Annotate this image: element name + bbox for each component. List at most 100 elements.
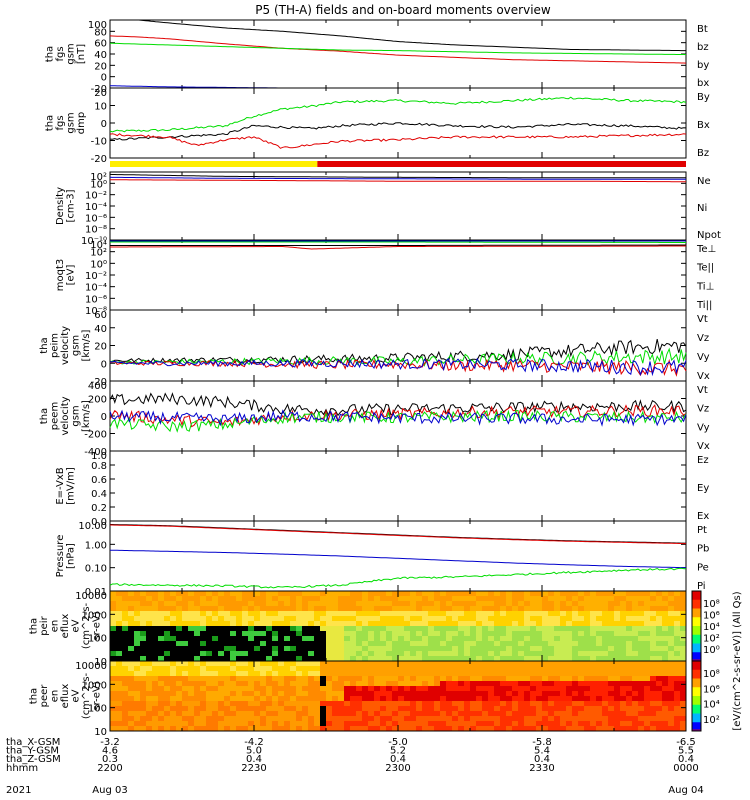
ephemeris-value-3-3: 2330 [529, 763, 554, 774]
pressure-legend-0: Pt [697, 525, 707, 536]
ephemeris-date-end: Aug 04 [668, 785, 703, 796]
peim_velocity-line-Vz [109, 358, 687, 377]
efield-legend-1: Ey [697, 483, 709, 494]
ephemeris-value-3-4: 0000 [673, 763, 698, 774]
colorbar-top-tick-1: 10⁶ [703, 611, 720, 622]
fgs_dmp-legend-0: By [697, 92, 710, 103]
peem_velocity-legend-1: Vz [697, 404, 709, 415]
peem_velocity-legend-0: Vt [697, 385, 708, 396]
ephemeris-value-3-0: 2200 [97, 763, 122, 774]
panel-peem_velocity: 400 200 0 -200 -400 tha peem velocity gsm [km/s] V… [39, 380, 710, 458]
pressure-ytick-1: 1.00 [85, 540, 107, 551]
peer_spec-ytick-1: 1000 [82, 680, 107, 691]
fgs_dmp-ylabel-1: fgs [55, 115, 66, 130]
mode-bar [110, 161, 686, 167]
fgs_mag-ytick-6: -20 [91, 84, 107, 95]
peim_velocity-ylabel-4: [km/s] [81, 329, 92, 361]
efield-ytick-5: 0.0 [91, 517, 107, 528]
ephemeris-value-2-3: 0.4 [534, 754, 550, 765]
density-line-Ni [109, 173, 686, 179]
fgs_dmp-ytick-0: 20 [94, 88, 107, 99]
peem_velocity-series-Vy [109, 409, 687, 433]
temperature-legend-2: Ti⊥ [696, 281, 714, 292]
panel-peir_spec: 10000 1000 100 10 tha peir en eflux eV (cm^2-s-sr… [29, 590, 687, 668]
fgs_dmp-ytick-3: -10 [91, 137, 107, 148]
colorbar-bottom-tick-3: 10² [703, 715, 720, 726]
fgs_mag-legend-2: by [697, 60, 709, 71]
peer_spec-ylabel-5: (cm^2-s- [81, 672, 92, 719]
peem_velocity-ylabel-0: tha [39, 408, 50, 424]
ephemeris-value-2-0: 0.3 [102, 754, 118, 765]
ephemeris-value-1-1: 5.0 [246, 746, 262, 757]
peer_spec-ylabel-2: en [50, 690, 61, 703]
pressure-line-Pi [110, 549, 687, 569]
peer_spec-ylabel-0: tha [29, 688, 40, 704]
temperature-series-Te|| [110, 244, 686, 246]
fgs_mag-ytick-2: 60 [94, 39, 107, 50]
pressure-ylabel-1: [nPa] [65, 543, 76, 569]
fgs_dmp-series-Bx [109, 122, 687, 141]
density-series-Npot [109, 176, 686, 180]
pressure-legend-1: Pb [697, 544, 709, 555]
pressure-legend-2: Pe [697, 562, 709, 573]
ephemeris-value-0-4: -6.5 [676, 737, 696, 748]
peem_velocity-line-Vt [109, 392, 687, 417]
peir_spec-ytick-2: 100 [88, 634, 107, 645]
peem_velocity-legend-2: Vy [697, 422, 710, 433]
temperature-line-Te⊥ [110, 245, 686, 250]
peir_spec-cells [110, 591, 687, 662]
temperature-ytick-5: 10⁻⁶ [85, 294, 107, 305]
peem_velocity-ylabel-3: gsm [71, 405, 82, 426]
density-legend-1: Ni [697, 203, 707, 214]
fgs_mag-legend-3: bx [697, 78, 709, 89]
fgs_dmp-ytick-2: 0 [101, 119, 107, 130]
peir_spec-ylabel-3: eflux [60, 614, 71, 639]
temperature-ytick-0: 10⁴ [90, 240, 107, 251]
fgs_mag-series-bz [109, 35, 687, 64]
efield-legend-2: Ex [697, 511, 709, 522]
peem_velocity-series-Vz [109, 404, 687, 428]
efield-ytick-1: 0.8 [91, 461, 107, 472]
density-ytick-0: 10² [90, 172, 107, 183]
temperature-frame [109, 239, 687, 311]
fgs_mag-ylabel-0: tha [44, 46, 55, 62]
temperature-ytick-4: 10⁻⁴ [85, 283, 107, 294]
density-line-Npot [109, 176, 686, 180]
peim_velocity-ytick-3: 0 [101, 359, 107, 370]
efield-ylabel-0: E=-VxB [55, 467, 66, 504]
fgs_mag-ytick-0: 100 [88, 20, 107, 31]
ephemeris-value-1-4: 5.5 [678, 746, 694, 757]
peim_velocity-ytick-4: -20 [91, 377, 107, 388]
colorbar-top-tick-3: 10² [703, 634, 720, 645]
colorbar-bottom-tick-1: 10⁶ [703, 684, 720, 695]
efield-ytick-4: 0.2 [91, 503, 107, 514]
fgs_dmp-legend-1: Bx [697, 120, 710, 131]
peir_spec-ytick-1: 1000 [82, 610, 107, 621]
peir_spec-ytick-3: 10 [94, 657, 107, 668]
peim_velocity-line-Vt [109, 339, 687, 364]
colorbar-label: [eV/(cm^2-s-sr-eV)] (All Qs) [732, 591, 743, 730]
colorbar-bottom-tick-2: 10⁴ [703, 700, 720, 711]
efield-frame [109, 450, 687, 522]
peim_velocity-ytick-2: 20 [94, 342, 107, 353]
mode-bar-yellow [110, 161, 318, 167]
colorbar-top-tick-2: 10⁴ [703, 622, 720, 633]
fgs_mag-line-bz [109, 35, 687, 64]
peim_velocity-ytick-0: 60 [94, 310, 107, 321]
peim_velocity-series-Vt [109, 339, 687, 364]
ephemeris-value-0-1: -4.2 [244, 737, 264, 748]
peim_velocity-ytick-1: 40 [94, 324, 107, 335]
peim_velocity-series-Vz [109, 358, 687, 377]
pressure-line-Pb [110, 524, 686, 545]
temperature-ylabel-1: [eV] [65, 265, 76, 286]
peim_velocity-series-Vx [109, 357, 687, 377]
fgs_mag-series-by [109, 42, 687, 56]
ephemeris-value-2-1: 0.4 [246, 754, 262, 765]
density-legend-0: Ne [697, 176, 711, 187]
panel-peim_velocity: 60 40 20 0 -20 tha peim velocity gsm [km/s] Vt Vz Vy… [39, 309, 710, 388]
peer_spec-ytick-2: 100 [88, 704, 107, 715]
efield-legend-0: Ez [697, 455, 709, 466]
